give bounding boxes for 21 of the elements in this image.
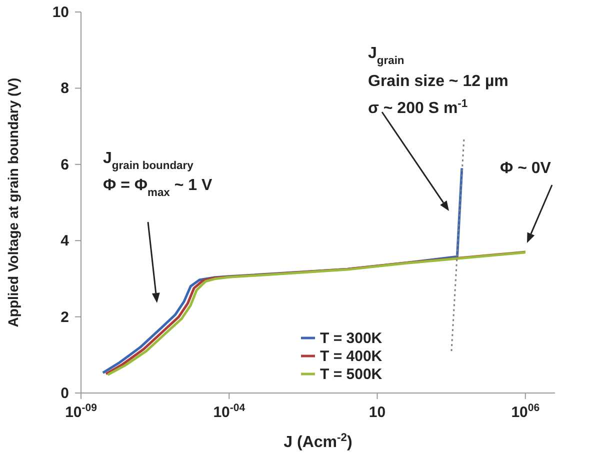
y-tick-label: 0: [60, 385, 69, 402]
y-tick-label: 10: [52, 4, 69, 21]
legend-label: T = 300K: [320, 330, 382, 347]
annotation: Φ = Φ$_{max}$ ~ 1 V: [103, 177, 212, 199]
y-tick-label: 2: [60, 308, 69, 326]
annotation: J$_{grain}$: [368, 45, 404, 67]
y-tick-label: 4: [60, 232, 70, 250]
x-tick-label: 10$^{-04}$: [213, 402, 246, 421]
x-axis-title: J (Acm$^{-2}$): [284, 432, 352, 451]
annotation: J$_{grain boundary}$: [103, 150, 194, 172]
legend-label: T = 500K: [320, 366, 382, 383]
y-axis-title: Applied Voltage at grain boundary (V): [5, 78, 21, 328]
y-tick-label: 6: [60, 156, 69, 174]
annotation: Φ ~ 0V: [500, 160, 552, 177]
annotation: σ ~ 200 S m$^{-1}$: [368, 98, 468, 117]
y-tick-label: 8: [60, 80, 69, 98]
annotation: Grain size ~ 12 µm: [368, 73, 508, 90]
x-tick-label: 10$^{06}$: [511, 402, 540, 421]
x-tick-label: 10$^{-09}$: [65, 402, 98, 421]
legend-label: T = 400K: [320, 348, 382, 365]
x-tick-label: 10: [368, 404, 386, 421]
